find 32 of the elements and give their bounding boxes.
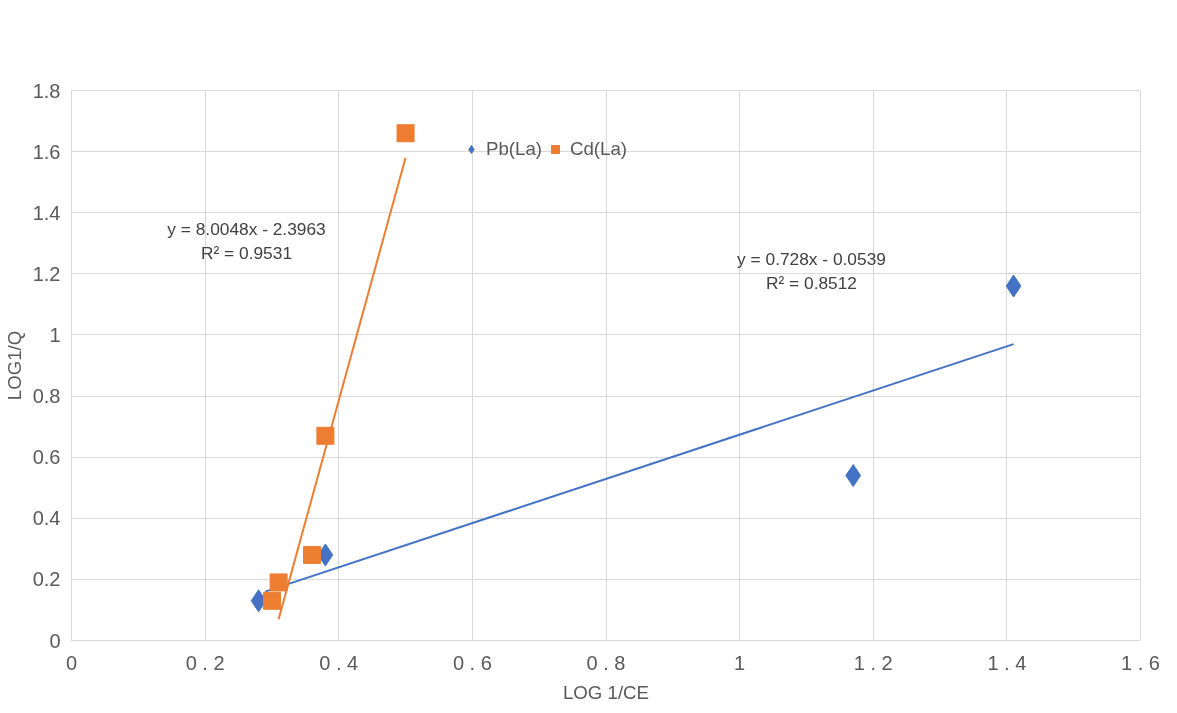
y-tick-label: 1.6 (32, 140, 61, 163)
y-tick-label: 1.8 (32, 79, 61, 102)
y-tick-label: 0.8 (32, 385, 61, 408)
x-tick-label: 0 (65, 651, 78, 674)
x-tick-label: 1 (734, 651, 746, 674)
legend-label: Cd(La) (570, 138, 628, 160)
x-tick-label: 1 . 6 (1121, 651, 1160, 674)
point (1005, 274, 1022, 298)
y-tick-label: 1 (49, 323, 61, 346)
x-tick-label: 0 . 4 (319, 651, 359, 674)
y-tick-label: 0 (49, 629, 61, 652)
point (303, 545, 322, 564)
point (262, 591, 281, 610)
point (316, 426, 335, 445)
y-tick-label: 0.4 (32, 507, 61, 530)
y-tick-label: 0.2 (32, 568, 61, 591)
y-tick-label: 1.4 (32, 201, 61, 224)
point (396, 124, 415, 143)
point (845, 464, 862, 487)
y-tick-label: 1.2 (32, 262, 61, 285)
point (269, 573, 288, 592)
y-axis-title: LOG1/Q (3, 330, 25, 401)
x-tick-label: 0 . 6 (452, 651, 492, 674)
x-axis-title: LOG 1/CE (562, 681, 650, 703)
x-tick-label: 1 . 2 (853, 651, 893, 674)
x-tick-label: 1 . 4 (987, 651, 1027, 674)
y-tick-label: 0.6 (32, 446, 61, 469)
x-tick-label: 0 . 8 (586, 651, 626, 674)
legend-label: Pb(La) (486, 138, 542, 160)
annotation: y = 8.0048x - 2.3963 R² = 0.9531 (167, 218, 326, 263)
x-tick-label: 0 . 2 (185, 651, 225, 674)
annotation: y = 0.728x - 0.0539 R² = 0.8512 (737, 248, 886, 293)
